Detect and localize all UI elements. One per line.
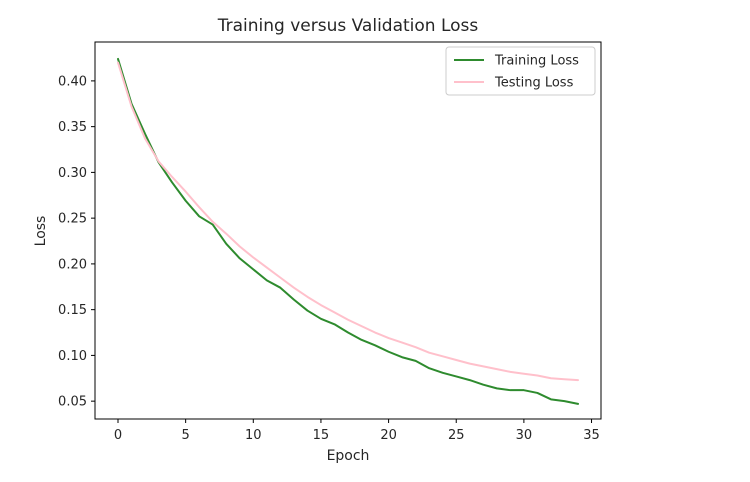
series-line-testing-loss <box>117 61 579 382</box>
series-line-training-loss <box>117 57 579 405</box>
y-tick-label: 0.15 <box>58 303 87 318</box>
y-tick-label: 0.20 <box>58 257 87 272</box>
x-axis-title: Epoch <box>327 448 370 464</box>
x-axis: 0 5 10 15 20 25 30 35 <box>114 419 600 443</box>
plot-area <box>117 57 579 405</box>
x-tick-label: 30 <box>516 428 533 443</box>
legend-label-testing-loss: Testing Loss <box>494 76 574 91</box>
y-axis: 0.05 0.10 0.15 0.20 0.25 0.30 0.35 0.40 <box>58 74 95 410</box>
y-tick-label: 0.10 <box>58 349 87 364</box>
x-tick-label: 0 <box>114 428 122 443</box>
legend-label-training-loss: Training Loss <box>494 54 579 69</box>
y-tick-label: 0.05 <box>58 395 87 410</box>
x-tick-label: 25 <box>448 428 465 443</box>
legend: Training Loss Testing Loss <box>445 46 596 96</box>
y-tick-label: 0.35 <box>58 120 87 135</box>
x-tick-label: 20 <box>380 428 397 443</box>
y-tick-label: 0.25 <box>58 212 87 227</box>
chart-title: Training versus Validation Loss <box>217 16 479 36</box>
y-tick-label: 0.30 <box>58 166 87 181</box>
x-tick-label: 35 <box>583 428 600 443</box>
axes-frame <box>94 41 602 420</box>
x-tick-label: 5 <box>182 428 190 443</box>
x-tick-label: 15 <box>313 428 330 443</box>
y-axis-title: Loss <box>33 216 49 247</box>
y-tick-label: 0.40 <box>58 74 87 89</box>
x-tick-label: 10 <box>245 428 262 443</box>
